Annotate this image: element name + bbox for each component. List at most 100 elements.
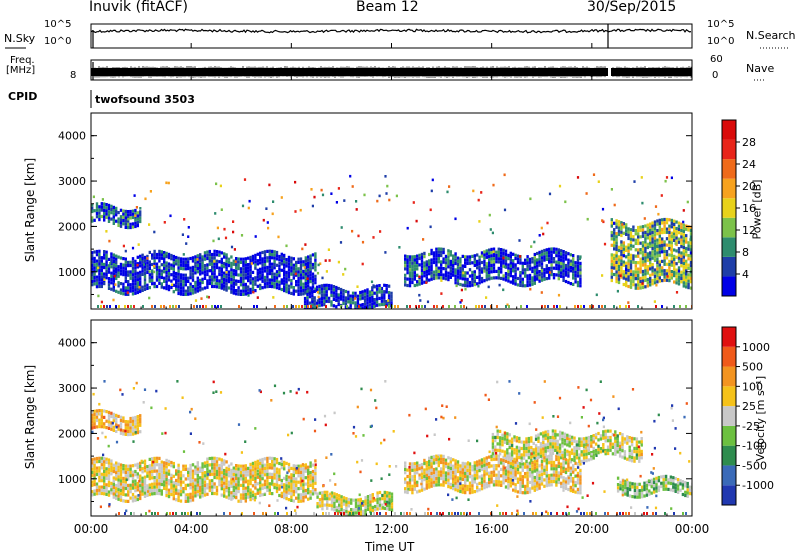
echo-cell bbox=[454, 459, 457, 463]
echo-cell bbox=[632, 244, 635, 248]
echo-cell bbox=[95, 482, 99, 486]
echo-cell bbox=[194, 268, 197, 272]
echo-cell bbox=[225, 482, 228, 486]
echo-cell bbox=[244, 292, 247, 296]
echo-cell bbox=[136, 290, 139, 295]
echo-cell bbox=[160, 463, 163, 467]
echo-cell bbox=[114, 283, 117, 286]
echo-cell bbox=[165, 484, 168, 488]
echo-cell bbox=[163, 276, 166, 280]
echo-cell bbox=[375, 300, 379, 304]
echo-cell bbox=[167, 491, 171, 495]
echo-cell bbox=[110, 491, 113, 495]
echo-cell bbox=[627, 230, 630, 234]
echo-cell bbox=[480, 474, 484, 478]
echo-cell bbox=[155, 275, 159, 279]
echo-cell bbox=[682, 265, 685, 269]
echo-cell bbox=[160, 305, 162, 308]
echo-cell bbox=[242, 286, 245, 290]
echo-cell bbox=[513, 457, 516, 461]
echo-cell bbox=[476, 460, 479, 464]
echo-cell bbox=[454, 277, 457, 282]
echo-cell bbox=[307, 472, 310, 476]
echo-cell bbox=[521, 271, 524, 275]
echo-cell bbox=[259, 267, 262, 271]
echo-cell bbox=[287, 287, 291, 291]
echo-cell bbox=[175, 284, 178, 288]
echo-cell bbox=[533, 469, 536, 473]
echo-cell bbox=[646, 252, 649, 256]
echo-cell bbox=[661, 266, 664, 270]
echo-cell bbox=[261, 477, 264, 481]
echo-cell bbox=[273, 460, 276, 464]
echo-cell bbox=[516, 480, 520, 484]
echo-cell bbox=[349, 297, 352, 301]
echo-cell bbox=[572, 470, 575, 474]
echo-cell bbox=[627, 233, 630, 237]
echo-cell bbox=[357, 234, 360, 238]
echo-cell bbox=[134, 269, 137, 273]
echo-cell bbox=[673, 219, 676, 223]
echo-cell bbox=[557, 254, 560, 258]
echo-cell bbox=[613, 266, 616, 270]
echo-cell bbox=[201, 277, 204, 281]
echo-cell bbox=[280, 281, 283, 285]
echo-cell bbox=[247, 482, 250, 486]
echo-cell bbox=[290, 263, 293, 267]
echo-cell bbox=[685, 250, 688, 254]
echo-cell bbox=[440, 279, 443, 282]
echo-cell bbox=[251, 261, 255, 265]
echo-cell bbox=[244, 276, 247, 280]
echo-cell bbox=[464, 271, 467, 275]
echo-cell bbox=[449, 482, 452, 486]
echo-cell bbox=[127, 222, 130, 226]
echo-cell bbox=[254, 282, 257, 286]
echo-cell bbox=[347, 290, 350, 294]
echo-cell bbox=[95, 425, 99, 429]
echo-cell bbox=[378, 303, 381, 307]
echo-cell bbox=[375, 297, 379, 301]
echo-cell bbox=[576, 264, 580, 268]
echo-cell bbox=[115, 267, 118, 271]
echo-cell bbox=[98, 475, 101, 480]
echo-cell bbox=[622, 250, 625, 255]
echo-cell bbox=[211, 281, 214, 285]
echo-cell bbox=[413, 277, 416, 281]
echo-cell bbox=[295, 471, 298, 475]
echo-cell bbox=[579, 462, 582, 466]
echo-cell bbox=[242, 490, 245, 494]
echo-cell bbox=[440, 483, 443, 487]
echo-cell bbox=[146, 484, 149, 488]
echo-cell bbox=[294, 210, 297, 213]
echo-cell bbox=[506, 438, 509, 442]
echo-cell bbox=[172, 487, 175, 491]
echo-cell bbox=[158, 469, 161, 473]
echo-cell bbox=[552, 247, 556, 251]
echo-cell bbox=[263, 285, 267, 289]
echo-cell bbox=[562, 278, 565, 282]
echo-cell bbox=[476, 473, 479, 477]
echo-cell bbox=[430, 471, 433, 475]
echo-cell bbox=[492, 263, 496, 267]
echo-cell bbox=[466, 255, 469, 259]
echo-cell bbox=[404, 264, 407, 268]
echo-cell bbox=[124, 432, 127, 436]
echo-cell bbox=[620, 262, 623, 266]
echo-cell bbox=[105, 253, 108, 257]
echo-cell bbox=[653, 258, 657, 262]
echo-cell bbox=[421, 305, 423, 308]
echo-cell bbox=[268, 485, 271, 489]
echo-cell bbox=[381, 503, 384, 507]
echo-cell bbox=[430, 478, 433, 482]
echo-cell bbox=[155, 268, 159, 273]
echo-cell bbox=[194, 255, 197, 259]
echo-cell bbox=[313, 302, 316, 306]
echo-cell bbox=[155, 491, 159, 496]
echo-cell bbox=[514, 279, 517, 283]
echo-cell bbox=[456, 479, 460, 483]
echo-cell bbox=[215, 182, 218, 186]
echo-cell bbox=[196, 483, 199, 487]
echo-cell bbox=[680, 235, 683, 239]
echo-cell bbox=[555, 266, 558, 271]
echo-cell bbox=[345, 500, 348, 504]
